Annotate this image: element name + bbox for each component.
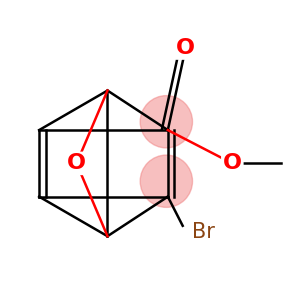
Text: O: O (67, 153, 86, 173)
Text: Br: Br (192, 222, 214, 242)
Text: O: O (176, 38, 195, 58)
Circle shape (140, 96, 193, 148)
Circle shape (140, 155, 193, 207)
Text: O: O (223, 153, 242, 173)
